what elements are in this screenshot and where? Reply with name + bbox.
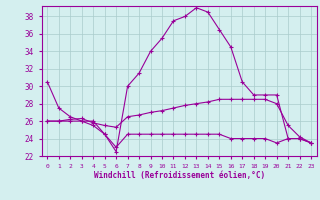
X-axis label: Windchill (Refroidissement éolien,°C): Windchill (Refroidissement éolien,°C) (94, 171, 265, 180)
